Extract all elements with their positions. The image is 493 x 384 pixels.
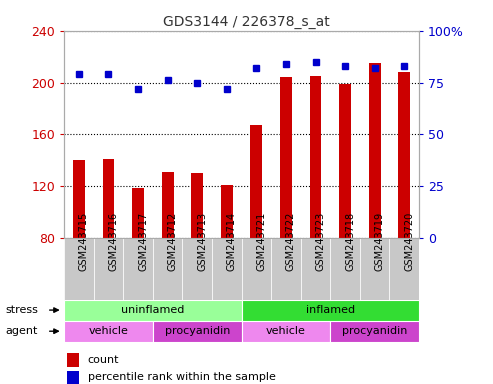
Bar [389, 238, 419, 300]
Bar [67, 371, 79, 384]
Text: percentile rank within the sample: percentile rank within the sample [88, 372, 276, 382]
Bar [64, 238, 94, 300]
Text: GSM243715: GSM243715 [79, 212, 89, 271]
Bar [330, 321, 419, 342]
Text: GDS3144 / 226378_s_at: GDS3144 / 226378_s_at [163, 15, 330, 29]
Bar [242, 300, 419, 321]
Text: GSM243718: GSM243718 [345, 212, 355, 271]
Bar [153, 238, 182, 300]
Text: GSM243722: GSM243722 [286, 212, 296, 271]
Bar [330, 238, 360, 300]
Text: GSM243721: GSM243721 [256, 212, 266, 271]
Bar [310, 76, 321, 238]
Bar [182, 238, 212, 300]
Text: procyanidin: procyanidin [342, 326, 407, 336]
Bar [103, 159, 114, 238]
Bar [73, 161, 85, 238]
Text: GSM243714: GSM243714 [227, 212, 237, 271]
Bar [162, 172, 174, 238]
Text: vehicle: vehicle [89, 326, 128, 336]
Bar [153, 321, 242, 342]
Bar [369, 63, 381, 238]
Bar [191, 173, 203, 238]
Bar [64, 321, 153, 342]
Bar [64, 300, 242, 321]
Bar [242, 321, 330, 342]
Text: GSM243713: GSM243713 [197, 212, 207, 271]
Text: GSM243720: GSM243720 [404, 212, 414, 271]
Bar [360, 238, 389, 300]
Bar [280, 78, 292, 238]
Text: GSM243717: GSM243717 [138, 212, 148, 271]
Text: GSM243712: GSM243712 [168, 212, 177, 271]
Text: inflamed: inflamed [306, 305, 355, 315]
Bar [301, 238, 330, 300]
Text: vehicle: vehicle [266, 326, 306, 336]
Bar [250, 125, 262, 238]
Text: uninflamed: uninflamed [121, 305, 184, 315]
Bar [132, 187, 144, 238]
Text: count: count [88, 355, 119, 365]
Bar [94, 238, 123, 300]
Bar [221, 185, 233, 238]
Text: GSM243719: GSM243719 [375, 212, 385, 271]
Bar [212, 238, 242, 300]
Bar [398, 72, 410, 238]
Bar [271, 238, 301, 300]
Text: GSM243716: GSM243716 [108, 212, 118, 271]
Bar [242, 238, 271, 300]
Bar [67, 353, 79, 367]
Text: GSM243723: GSM243723 [316, 212, 325, 271]
Text: agent: agent [5, 326, 37, 336]
Text: stress: stress [5, 305, 38, 315]
Bar [123, 238, 153, 300]
Text: procyanidin: procyanidin [165, 326, 230, 336]
Bar [339, 84, 351, 238]
